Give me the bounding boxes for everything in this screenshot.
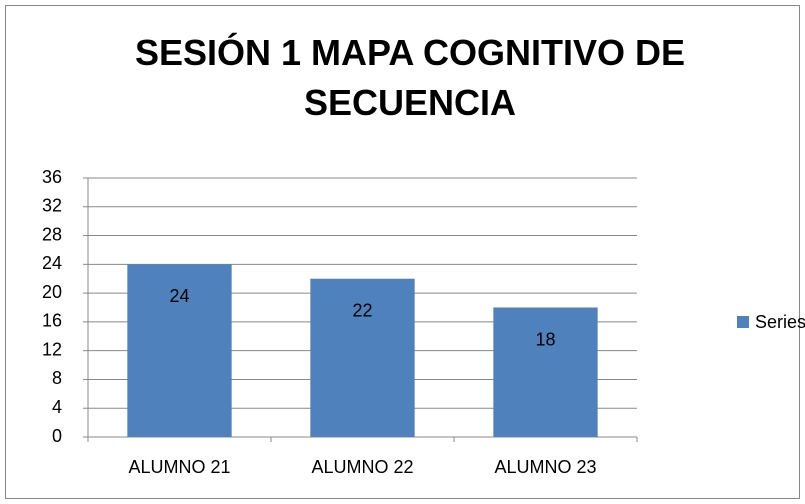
chart-title: SESIÓN 1 MAPA COGNITIVO DE SECUENCIA xyxy=(134,32,686,123)
bar xyxy=(493,307,598,437)
y-tick-label: 0 xyxy=(52,426,62,446)
y-tick-label: 32 xyxy=(42,196,62,216)
y-tick-label: 36 xyxy=(42,167,62,187)
x-tick-label: ALUMNO 23 xyxy=(494,457,596,477)
bar xyxy=(310,278,415,437)
chart-border xyxy=(5,5,800,499)
y-tick-label: 24 xyxy=(42,253,62,273)
y-tick-label: 8 xyxy=(52,368,62,388)
legend-label: Series1 xyxy=(755,312,805,332)
legend-swatch xyxy=(737,316,749,328)
data-label: 24 xyxy=(169,286,189,306)
x-tick-label: ALUMNO 21 xyxy=(128,457,230,477)
bar xyxy=(127,264,232,437)
y-tick-label: 16 xyxy=(42,311,62,331)
y-tick-label: 4 xyxy=(52,397,62,417)
x-tick-label: ALUMNO 22 xyxy=(311,457,413,477)
y-tick-label: 20 xyxy=(42,282,62,302)
y-tick-label: 28 xyxy=(42,224,62,244)
data-label: 18 xyxy=(535,329,555,349)
y-tick-label: 12 xyxy=(42,339,62,359)
data-label: 22 xyxy=(352,300,372,320)
